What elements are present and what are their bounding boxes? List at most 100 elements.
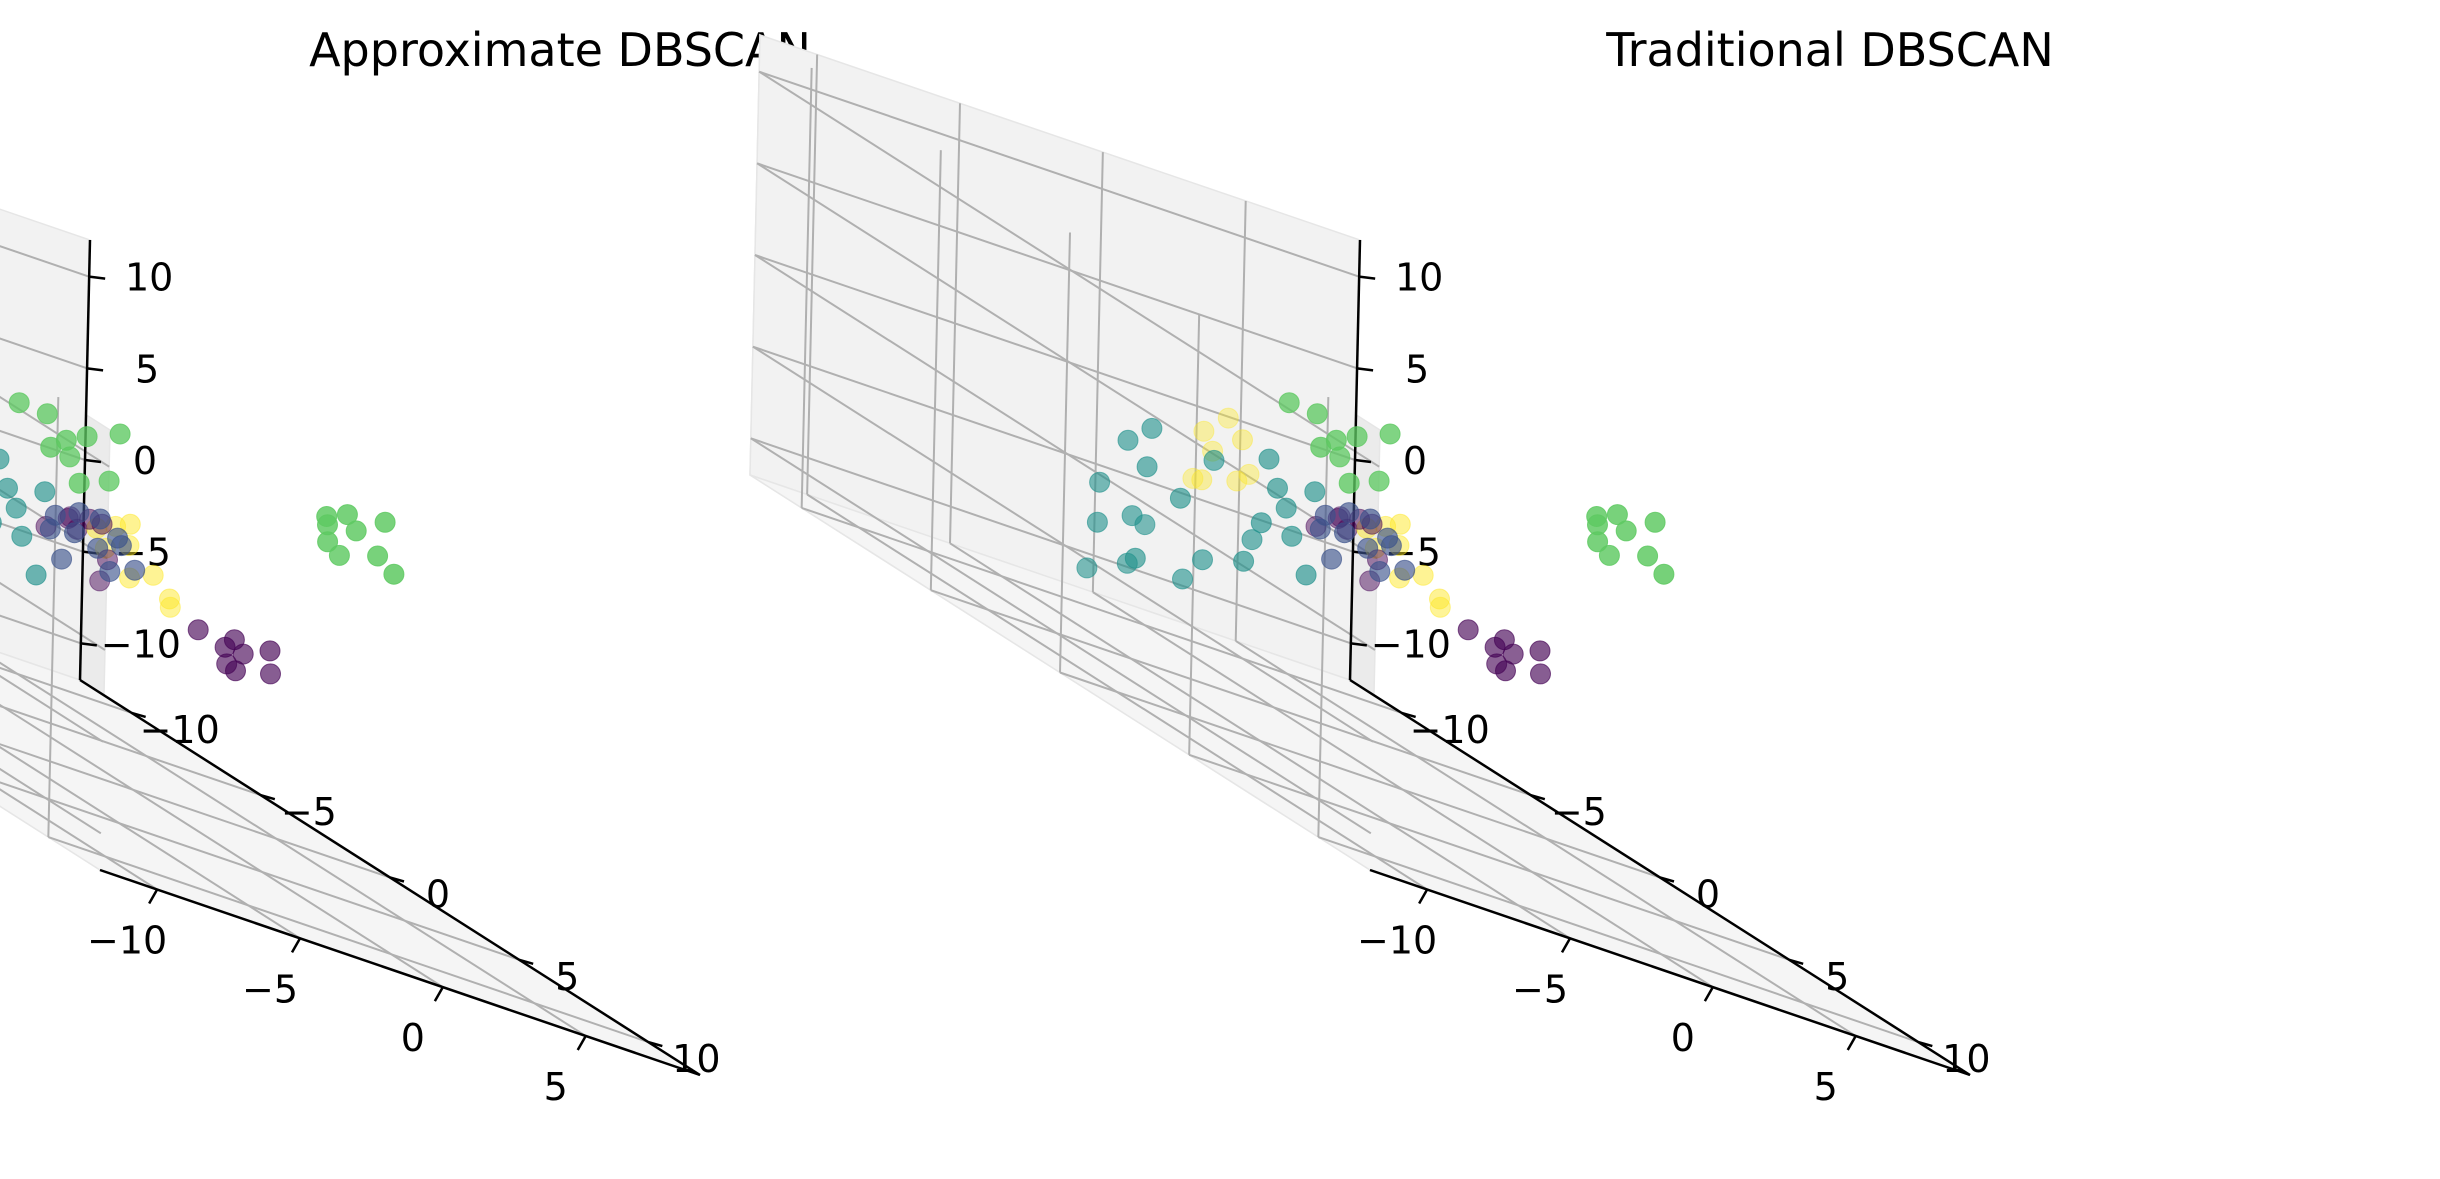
- z-gridline-left: [754, 254, 1376, 651]
- z-tick: [1356, 367, 1374, 372]
- scatter-point-cluster-3: [316, 506, 338, 527]
- z-gridline-left: [750, 437, 1372, 835]
- x-tick: [1846, 1035, 1857, 1051]
- x-gridline-floor: [0, 746, 301, 940]
- z-tick: [1354, 458, 1372, 464]
- x-tick-label: 5: [1814, 1065, 1838, 1109]
- scatter-point-cluster-2: [1086, 511, 1108, 533]
- y-gridline-floor: [1188, 753, 1790, 961]
- z-tick: [1350, 642, 1367, 647]
- scatter-point-cluster-4: [1226, 470, 1248, 492]
- scatter-point-cluster-3: [345, 520, 367, 542]
- scatter-point-cluster-0: [225, 660, 246, 682]
- back-pane: [0, 208, 91, 682]
- z-gridline-left: [752, 345, 1374, 743]
- scatter-point-cluster-2: [1258, 448, 1280, 470]
- scatter-point-cluster-1: [1377, 527, 1399, 549]
- x-tick-label: −5: [1512, 967, 1568, 1011]
- scatter-point-cluster-2: [1250, 512, 1272, 534]
- scatter-point-cluster-3: [1644, 511, 1666, 533]
- y-tick-label: 0: [426, 873, 450, 917]
- x-tick-label: 0: [401, 1016, 425, 1060]
- scatter-point-cluster-2: [1192, 549, 1213, 571]
- x-tick: [1418, 888, 1429, 905]
- scatter-point-cluster-1: [1321, 548, 1343, 570]
- scatter-point-cluster-0: [214, 636, 236, 658]
- scatter-point-cluster-2: [1169, 487, 1191, 509]
- scatter-point-cluster-3: [98, 470, 120, 492]
- scatter-point-cluster-4: [159, 588, 180, 610]
- y-tick: [1401, 711, 1417, 719]
- scatter-point-cluster-0: [1495, 660, 1516, 682]
- scatter-point-cluster-1: [99, 561, 121, 582]
- z-tick-label: 5: [1405, 347, 1429, 391]
- subplot-title: Approximate DBSCAN: [309, 23, 811, 77]
- z-tick-label: 0: [133, 439, 157, 483]
- x-tick: [148, 888, 159, 905]
- scatter-point-cluster-1: [107, 527, 129, 549]
- x-tick-label: 5: [544, 1065, 568, 1109]
- scatter-point-cluster-2: [1304, 481, 1326, 503]
- scatter-point-cluster-2: [0, 516, 2, 529]
- scatter-point-cluster-1: [1338, 502, 1360, 524]
- scatter-point-cluster-0: [1529, 640, 1551, 662]
- x-tick: [1560, 937, 1572, 953]
- z-gridline-back: [750, 437, 1352, 645]
- scatter-point-cluster-0: [1484, 636, 1506, 658]
- scatter-point-cluster-1: [1359, 508, 1381, 530]
- scatter-point-cluster-2: [5, 497, 27, 519]
- scatter-point-cluster-1: [1314, 504, 1336, 526]
- y-tick-label: 10: [672, 1037, 720, 1081]
- y-tick-label: 10: [1942, 1037, 1990, 1081]
- y-gridline-floor: [930, 589, 1532, 797]
- y-tick: [1530, 794, 1546, 801]
- scatter-point-cluster-3: [1586, 506, 1608, 527]
- z-tick: [89, 275, 106, 280]
- y-gridline-floor: [0, 743, 391, 879]
- scatter-point-cluster-1: [87, 537, 109, 559]
- scatter-point-cluster-3: [336, 504, 358, 526]
- scatter-point-cluster-1: [1369, 561, 1391, 582]
- x-tick: [433, 986, 444, 1002]
- z-tick: [1359, 275, 1376, 280]
- scatter-point-cluster-3: [1278, 392, 1300, 414]
- scatter-point-cluster-3: [1346, 426, 1368, 448]
- scatter-point-cluster-3: [1306, 403, 1328, 425]
- y-tick: [389, 876, 405, 883]
- x-tick: [576, 1035, 587, 1051]
- scatter-point-cluster-1: [89, 508, 111, 530]
- scatter-point-cluster-1: [1334, 522, 1355, 544]
- scatter-point-cluster-3: [109, 423, 131, 445]
- scatter-point-cluster-2: [25, 564, 47, 586]
- scatter-point-cluster-1: [1394, 559, 1416, 581]
- x-gridline-floor: [0, 788, 158, 891]
- scatter-point-cluster-0: [1530, 663, 1551, 685]
- scatter-point-cluster-1: [64, 522, 85, 544]
- scatter-point-cluster-2: [0, 448, 10, 470]
- x-tick: [290, 937, 302, 953]
- scatter-point-cluster-4: [1429, 588, 1450, 610]
- scatter-point-cluster-3: [36, 403, 58, 425]
- y-gridline-floor: [0, 666, 132, 714]
- scatter-point-cluster-4: [1217, 407, 1239, 429]
- y-gridline-floor: [801, 506, 1402, 714]
- scatter-point-cluster-3: [1615, 520, 1637, 542]
- scatter-point-cluster-4: [1232, 429, 1253, 451]
- scatter-point-cluster-1: [1357, 537, 1379, 559]
- x-tick-label: 0: [1671, 1016, 1695, 1060]
- z-gridline-left: [0, 395, 110, 468]
- scatter-point-cluster-3: [328, 544, 350, 566]
- scatter-point-cluster-2: [1076, 557, 1098, 579]
- scatter-point-cluster-4: [1238, 463, 1260, 485]
- scatter-point-cluster-3: [1598, 544, 1620, 566]
- z-tick-label: 10: [125, 256, 173, 300]
- x-tick-label: −10: [1357, 919, 1437, 963]
- scatter-point-cluster-3: [1368, 470, 1390, 492]
- scatter-point-cluster-4: [159, 596, 181, 618]
- scatter-point-cluster-2: [1172, 568, 1193, 590]
- y-tick-label: 5: [1825, 955, 1849, 999]
- scatter-point-cluster-4: [1193, 420, 1215, 442]
- x-axis-line: [1369, 868, 1971, 1077]
